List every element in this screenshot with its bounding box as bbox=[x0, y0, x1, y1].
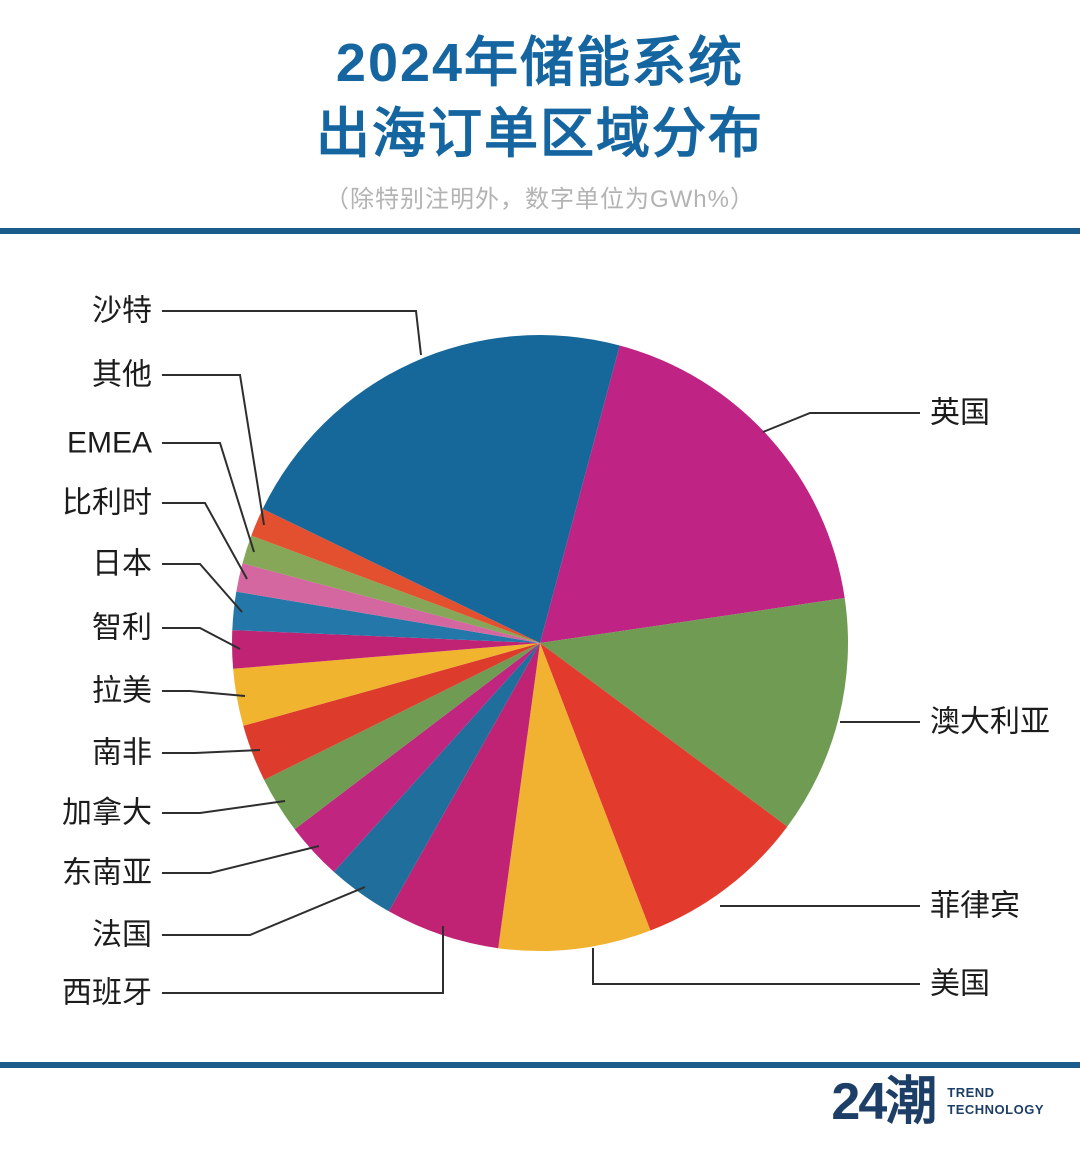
slice-label-philippines: 菲律宾 bbox=[930, 890, 1020, 923]
slice-label-chile: 智利 bbox=[92, 612, 152, 645]
leader-line-spain bbox=[162, 926, 444, 994]
pie-slice-uk bbox=[540, 345, 845, 643]
pie-slice-philippines bbox=[540, 643, 788, 931]
leader-line-south-africa bbox=[162, 749, 261, 754]
slice-label-australia: 澳大利亚 bbox=[930, 706, 1050, 739]
leader-line-canada bbox=[162, 800, 286, 814]
brand-tagline-line2: TECHNOLOGY bbox=[947, 1102, 1044, 1117]
pie-slice-saudi bbox=[262, 335, 620, 643]
slice-label-southeast-asia: 东南亚 bbox=[62, 857, 152, 890]
pie-slice-emea bbox=[242, 535, 540, 643]
footer: 24潮 TREND TECHNOLOGY bbox=[831, 1076, 1044, 1128]
slice-label-france: 法国 bbox=[92, 919, 152, 952]
pie-slice-south-africa bbox=[243, 643, 541, 780]
slice-label-japan: 日本 bbox=[92, 548, 152, 581]
leader-line-uk bbox=[762, 412, 920, 433]
leader-line-southeast-asia bbox=[162, 845, 320, 874]
bottom-divider bbox=[0, 1062, 1080, 1068]
leader-line-emea bbox=[162, 442, 255, 553]
page-title-line1: 2024年储能系统 bbox=[335, 33, 745, 93]
pie-slice-belgium bbox=[236, 563, 541, 643]
page-title-line2: 出海订单区域分布 bbox=[316, 104, 764, 165]
unit-note: （除特别注明外，数字单位为GWh%） bbox=[324, 185, 755, 213]
pie-slice-spain bbox=[388, 643, 540, 949]
leader-line-others bbox=[162, 374, 265, 526]
leader-line-france bbox=[162, 886, 366, 936]
pie-slice-canada bbox=[264, 643, 540, 830]
leader-line-japan bbox=[162, 563, 243, 613]
slice-label-canada: 加拿大 bbox=[62, 797, 152, 830]
slice-label-south-africa: 南非 bbox=[92, 737, 152, 770]
slice-label-usa: 美国 bbox=[930, 968, 990, 1001]
slice-label-belgium: 比利时 bbox=[62, 487, 152, 520]
slice-label-latam: 拉美 bbox=[92, 675, 152, 708]
slice-label-spain: 西班牙 bbox=[62, 977, 152, 1010]
pie-slice-others bbox=[251, 508, 541, 643]
pie-slice-chile bbox=[232, 630, 541, 669]
leader-line-latam bbox=[162, 690, 246, 697]
pie-slice-france bbox=[333, 643, 540, 912]
pie-slice-latam bbox=[233, 643, 540, 726]
leader-line-belgium bbox=[162, 502, 248, 580]
brand-tagline-line1: TREND bbox=[947, 1085, 995, 1101]
leader-line-saudi bbox=[162, 310, 422, 356]
slice-label-saudi: 沙特 bbox=[92, 295, 152, 328]
slice-label-uk: 英国 bbox=[930, 397, 990, 430]
leader-line-chile bbox=[162, 627, 241, 650]
header: 2024年储能系统 出海订单区域分布 （除特别注明外，数字单位为GWh%） bbox=[0, 28, 1080, 214]
slice-label-others: 其他 bbox=[92, 359, 152, 392]
pie-slice-japan bbox=[232, 591, 541, 643]
pie-slice-usa bbox=[498, 643, 651, 952]
brand-logo-text: 24潮 bbox=[831, 1073, 937, 1131]
slice-label-emea: EMEA bbox=[67, 427, 152, 460]
page-title: 2024年储能系统 出海订单区域分布 bbox=[0, 28, 1080, 171]
brand-tagline: TREND TECHNOLOGY bbox=[947, 1085, 1044, 1119]
leader-line-usa bbox=[592, 948, 920, 985]
top-divider bbox=[0, 228, 1080, 234]
pie-slice-southeast-asia bbox=[294, 643, 540, 872]
pie-slice-australia bbox=[540, 598, 849, 827]
